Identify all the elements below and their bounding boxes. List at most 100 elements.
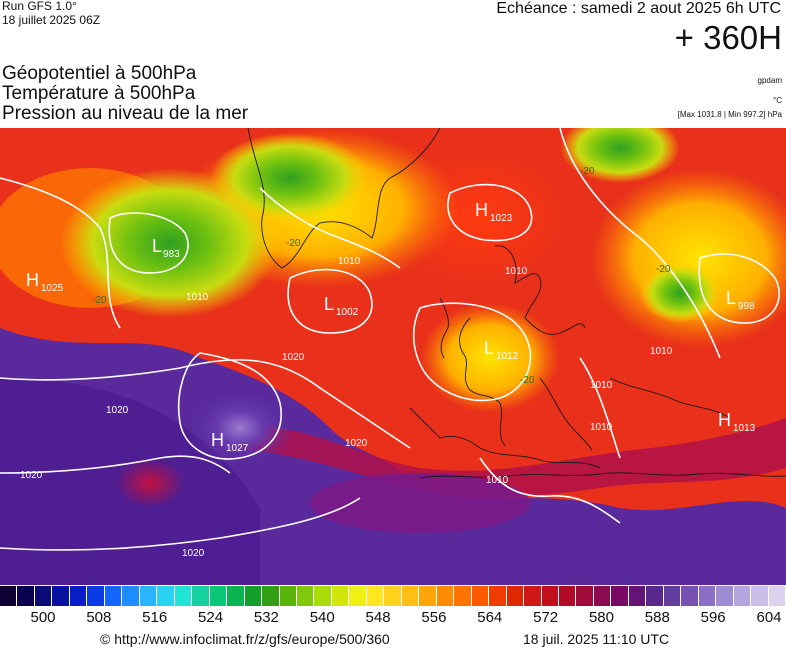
svg-text:H: H (26, 270, 39, 290)
colorbar-swatch (716, 586, 734, 606)
svg-text:1012: 1012 (496, 351, 519, 362)
forecast-map: -20 -20 -20 -20 -20 1020 1020 1020 1020 … (0, 128, 786, 585)
forecast-horizon: + 360H (674, 19, 782, 56)
colorbar-swatch (157, 586, 175, 606)
svg-text:L: L (152, 236, 162, 256)
colorbar-swatch (541, 586, 559, 606)
colorbar-swatch (174, 586, 193, 606)
colorbar-swatch (244, 586, 263, 606)
isobar-low-998 (698, 253, 780, 324)
colorbar-swatch (733, 586, 752, 606)
isobar-label: 1010 (338, 256, 361, 267)
isobar-1010-west (0, 177, 121, 329)
purple-med (310, 473, 530, 533)
colorbar-swatch (663, 586, 682, 606)
colorbar-ticks: 500 508 516 524 532 540 548 556 564 572 580 588 596 6… (0, 609, 786, 627)
svg-text:1002: 1002 (336, 307, 359, 318)
colorbar-swatch (698, 586, 717, 606)
colorbar (0, 586, 786, 606)
coast-scandinavia (494, 245, 586, 335)
colorbar-swatch (192, 586, 210, 606)
colorbar-swatch (296, 586, 315, 606)
isobar-label: 1020 (345, 438, 368, 449)
isobar-low-1012 (412, 302, 532, 402)
pressure-center: L 998 (726, 288, 755, 312)
pressure-range: [Max 1031.8 | Min 997.2] hPa (677, 110, 782, 119)
colorbar-tick-label: 596 (700, 609, 726, 626)
isobar-low-983 (108, 212, 189, 274)
colorbar-swatch (506, 586, 525, 606)
svg-text:L: L (726, 288, 736, 308)
isobar-1010-north (259, 187, 401, 269)
isobar-1010-east (559, 128, 721, 359)
pressure-center: L 983 (152, 236, 180, 260)
pressure-centers: H 1025 L 983 H 1023 L 1002 L 998 H 1027 H 1013 … (26, 200, 756, 454)
param-pressure: Pression au niveau de la mer (2, 103, 249, 124)
purple-high-center (185, 388, 295, 468)
colorbar-swatch (646, 586, 664, 606)
colorbar-tick-label: 508 (86, 609, 112, 626)
echeance-label: Echéance : samedi 2 aout 2025 6h UTC (496, 0, 781, 17)
colorbar-swatch (593, 586, 612, 606)
isobar-high-1027 (177, 352, 282, 460)
colorbar-swatch (209, 586, 228, 606)
colorbar-swatch (139, 586, 158, 606)
isobar-1020-c (0, 497, 361, 551)
colorbar-swatch (227, 586, 245, 606)
coast-france-iberia (459, 317, 506, 447)
isobar-label: 1010 (590, 380, 613, 391)
cold-low-atlantic (60, 168, 280, 318)
isobar-label: 1010 (650, 346, 673, 357)
colorbar-swatch (349, 586, 367, 606)
colorbar-swatch (366, 586, 385, 606)
cold-low-east (640, 263, 720, 323)
warm-central-europe (420, 303, 560, 413)
run-date: 18 juillet 2025 06Z (2, 13, 101, 27)
colorbar-swatch (279, 586, 297, 606)
coast-greenland-iceland (247, 128, 441, 269)
pressure-center: L 1002 (324, 294, 359, 318)
generation-timestamp: 18 juil. 2025 11:10 UTC (523, 631, 670, 647)
isotherm-label: -20 (580, 166, 595, 177)
svg-text:1025: 1025 (41, 283, 64, 294)
source-credit[interactable]: © http://www.infoclimat.fr/z/gfs/europe/… (100, 631, 390, 647)
colorbar-swatch (419, 586, 437, 606)
isobars (0, 128, 780, 551)
isobar-1010-africa (479, 457, 621, 524)
svg-text:L: L (324, 294, 334, 314)
isotherm-label: -20 (656, 264, 671, 275)
isobar-label: 1020 (106, 405, 129, 416)
colorbar-swatch (104, 586, 123, 606)
pressure-center: H 1013 (718, 410, 756, 434)
isobar-1020-b (0, 455, 231, 474)
isobar-low-1002 (287, 268, 373, 334)
svg-text:L: L (484, 338, 494, 358)
isobar-label: 1010 (505, 266, 528, 277)
coast-british-isles (439, 297, 449, 359)
run-label: Run GFS 1.0° (2, 0, 77, 13)
pressure-center: H 1025 (26, 270, 64, 294)
colorbar-tick-label: 556 (421, 609, 447, 626)
colorbar-tick-label: 548 (365, 609, 391, 626)
colorbar-swatch (524, 586, 542, 606)
isobar-label: 1010 (186, 292, 209, 303)
colorbar-tick-label: 500 (30, 609, 56, 626)
isobar-label: 1020 (282, 352, 305, 363)
colorbar-swatch (331, 586, 350, 606)
colorbar-tick-label: 516 (142, 609, 168, 626)
param-geopotential: Géopotentiel à 500hPa (2, 63, 197, 84)
svg-text:998: 998 (738, 301, 755, 312)
colorbar-tick-label: 572 (533, 609, 559, 626)
coast-black-sea (609, 377, 731, 419)
colorbar-swatch (454, 586, 472, 606)
colorbar-swatch (768, 586, 786, 606)
isobar-label: 1020 (20, 470, 43, 481)
isobar-1020-a (0, 359, 411, 449)
magenta-band (230, 418, 786, 497)
colorbar-swatch (436, 586, 455, 606)
map-svg: -20 -20 -20 -20 -20 1020 1020 1020 1020 … (0, 128, 786, 585)
colorbar-swatch (52, 586, 70, 606)
isobar-high-1023 (447, 183, 533, 242)
colorbar-swatch (401, 586, 420, 606)
unit-geopotential: gpdam (757, 76, 782, 85)
